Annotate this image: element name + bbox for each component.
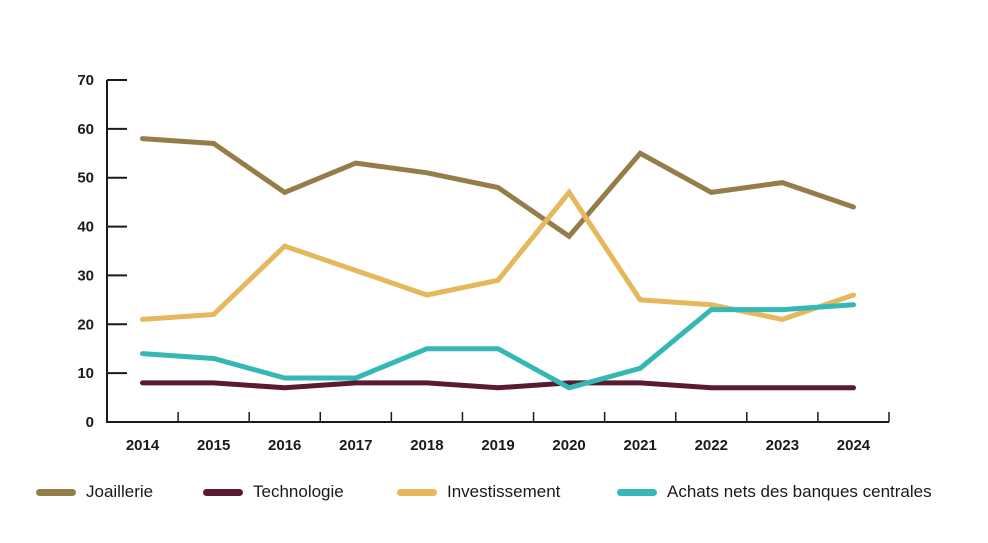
legend-swatch-icon (203, 488, 243, 496)
legend-label: Investissement (447, 482, 561, 501)
y-tick-label: 0 (86, 414, 94, 431)
y-tick-label: 10 (77, 365, 94, 382)
y-tick-label: 40 (77, 219, 94, 236)
x-tick-label: 2021 (623, 437, 656, 454)
legend-item-technologie: Technologie (203, 478, 344, 506)
series-line-technologie (140, 380, 856, 391)
legend-swatch-icon (617, 488, 657, 496)
series-lines (140, 136, 856, 391)
y-tick-label: 30 (77, 267, 94, 284)
legend-item-achats-nets: Achats nets des banques centrales (617, 478, 932, 506)
series-line-investissement (140, 188, 856, 322)
y-tick-label: 50 (77, 170, 94, 187)
legend-label: Achats nets des banques centrales (667, 482, 932, 501)
legend-item-investissement: Investissement (397, 478, 560, 506)
x-tick-label: 2020 (552, 437, 585, 454)
legend-label: Joaillerie (86, 482, 154, 501)
x-tick-label: 2022 (695, 437, 728, 454)
x-tick-label: 2018 (410, 437, 443, 454)
series-line-achats-nets-des-banques-centrales (140, 302, 856, 391)
legend-label: Technologie (253, 482, 344, 501)
y-tick-label: 70 (77, 72, 94, 89)
legend-swatch-icon (397, 488, 437, 496)
legend-swatch-icon (36, 488, 76, 496)
y-tick-label: 20 (77, 316, 94, 333)
legend: Joaillerie Technologie Investissement Ac… (0, 478, 988, 508)
x-tick-label: 2024 (837, 437, 871, 454)
series-line-joaillerie (140, 136, 856, 240)
legend-item-joaillerie: Joaillerie (36, 478, 153, 506)
x-tick-label: 2014 (126, 437, 160, 454)
x-tick-label: 2016 (268, 437, 301, 454)
x-tick-label: 2019 (481, 437, 514, 454)
y-tick-label: 60 (77, 121, 94, 138)
x-tick-label: 2017 (339, 437, 372, 454)
axes: 0 10 20 30 40 50 60 70 2014 2015 2016 2017 2018 2019 2… (77, 72, 890, 454)
x-tick-label: 2023 (766, 437, 799, 454)
x-tick-label: 2015 (197, 437, 230, 454)
